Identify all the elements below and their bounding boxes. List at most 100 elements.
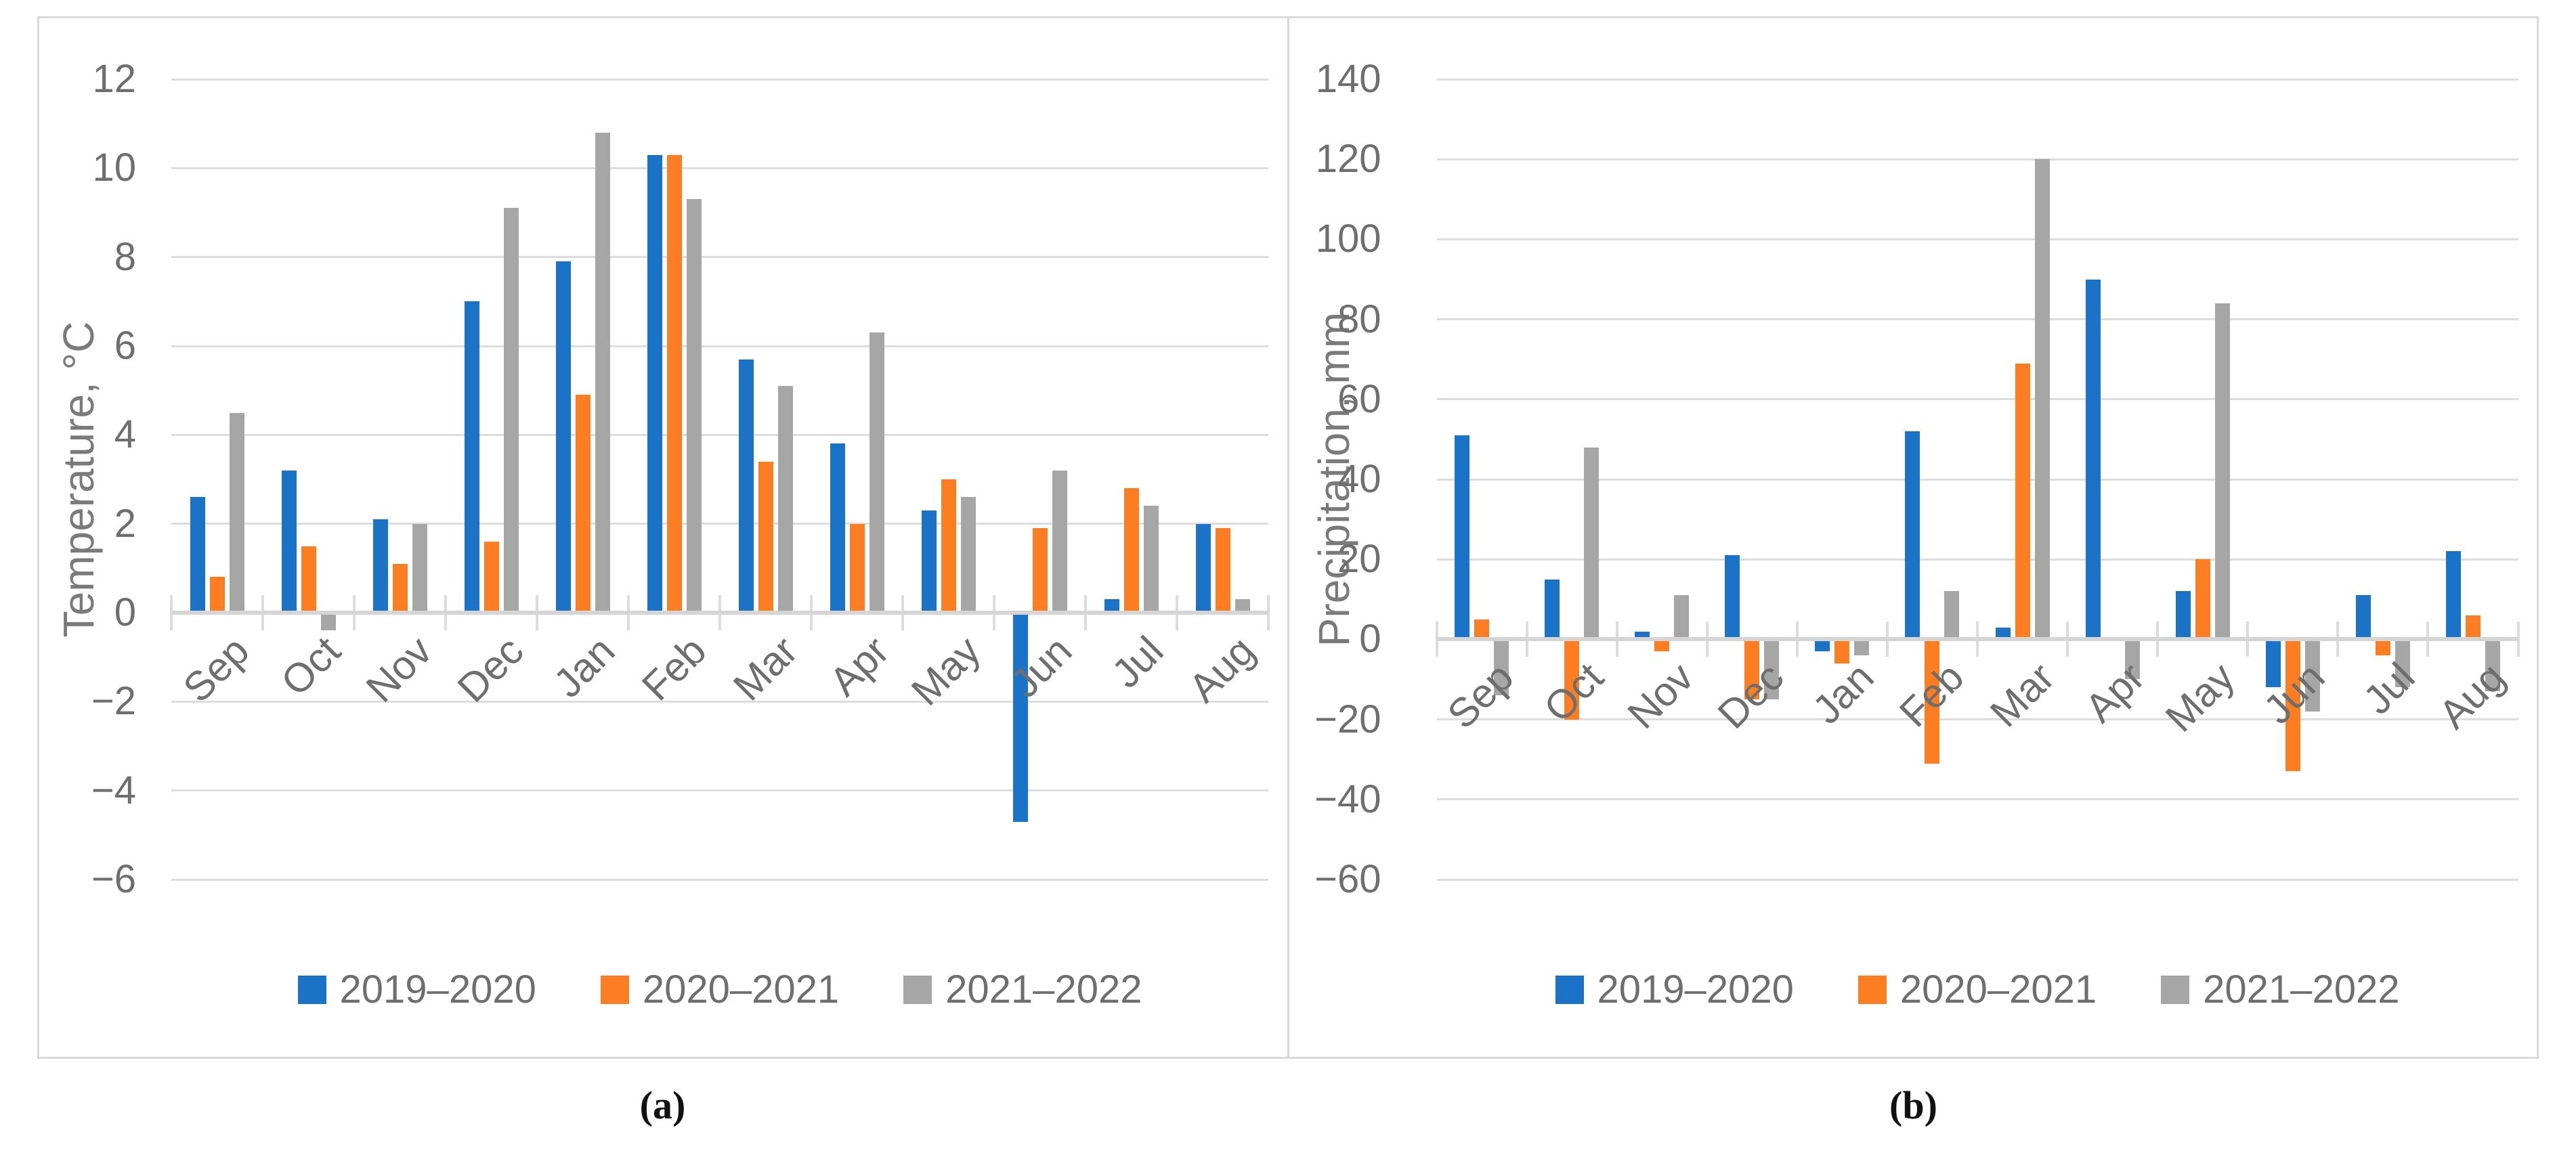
- chart-panels: Temperature, °C 12 10 8 6 4 2 0 −2 −4 −6 Sep Oct Nov D…: [37, 16, 2539, 1059]
- bar-2019–2020-Nov: [1635, 631, 1650, 640]
- bar-2021–2022-Feb: [1944, 591, 1960, 640]
- caption-a: (a): [639, 1083, 686, 1127]
- x-axis-line: [171, 611, 1268, 615]
- gridline: [1436, 478, 2518, 481]
- gridline: [171, 433, 1268, 436]
- bar-2019–2020-Sep: [1455, 435, 1470, 640]
- bar-2020–2021-Mar: [2015, 363, 2030, 640]
- bar-2021–2022-Oct: [1584, 447, 1600, 640]
- gridline: [171, 789, 1268, 792]
- gridline: [171, 878, 1268, 881]
- legend-label: 2019–2020: [339, 967, 536, 1011]
- bar-2019–2020-Dec: [1725, 555, 1740, 640]
- axis-tick: [1267, 595, 1270, 630]
- legend: 2019–2020 2020–2021 2021–2022: [1437, 959, 2518, 1020]
- y-tick-label: 8: [114, 234, 136, 279]
- bar-2019–2020-Mar: [1995, 627, 2011, 640]
- bar-2020–2021-Dec: [484, 541, 499, 613]
- bar-2019–2020-Mar: [738, 359, 754, 613]
- legend-label: 2019–2020: [1597, 967, 1794, 1011]
- y-tick-label: 40: [1337, 457, 1381, 501]
- gridline: [1436, 318, 2518, 321]
- bar-2019–2020-Jul: [1104, 599, 1119, 613]
- y-tick-label: 0: [1359, 617, 1381, 661]
- bar-2020–2021-Jun: [2285, 639, 2300, 772]
- caption-row: (a) (b): [37, 1075, 2539, 1136]
- gridline: [171, 256, 1268, 259]
- bar-2019–2020-May: [921, 510, 937, 613]
- bar-2020–2021-Jul: [1123, 488, 1139, 613]
- legend-label: 2020–2021: [1899, 967, 2097, 1011]
- bar-2021–2022-Nov: [412, 523, 427, 613]
- y-tick-label: −6: [91, 857, 136, 901]
- y-tick-label: −4: [91, 768, 136, 812]
- temperature-chart-panel: Temperature, °C 12 10 8 6 4 2 0 −2 −4 −6 Sep Oct Nov D…: [39, 18, 1287, 1057]
- y-tick-label: −40: [1314, 777, 1381, 821]
- y-tick-label: 2: [114, 501, 136, 546]
- bar-2020–2021-Nov: [392, 563, 408, 613]
- y-tick-label: 4: [114, 412, 136, 457]
- y-tick-label: 10: [92, 146, 136, 190]
- bar-2019–2020-Apr: [830, 443, 845, 613]
- bar-2021–2022-Dec: [503, 208, 519, 613]
- gridline: [1436, 78, 2518, 81]
- bar-2020–2021-Oct: [301, 546, 316, 613]
- bar-2019–2020-Aug: [1195, 523, 1211, 613]
- gridline: [171, 523, 1268, 525]
- bar-2020–2021-Nov: [1654, 639, 1670, 652]
- x-axis-line: [1436, 637, 2518, 642]
- bar-2021–2022-Nov: [1674, 595, 1690, 640]
- gridline: [1436, 238, 2518, 240]
- bar-2021–2022-Mar: [2034, 159, 2050, 640]
- bar-2020–2021-Sep: [1474, 619, 1490, 640]
- legend-swatch-icon: [600, 976, 629, 1004]
- legend-item-2021–2022: 2021–2022: [2161, 966, 2399, 1014]
- bar-2020–2021-Dec: [1744, 639, 1760, 700]
- bar-2020–2021-May: [2195, 559, 2210, 640]
- bar-2019–2020-Jul: [2355, 595, 2371, 640]
- bar-2020–2021-Jul: [2375, 639, 2390, 656]
- bar-2020–2021-Jun: [1032, 528, 1048, 613]
- bar-2020–2021-Jan: [1834, 639, 1850, 663]
- legend-swatch-icon: [2161, 976, 2190, 1004]
- legend-item-2019–2020: 2019–2020: [1555, 966, 1794, 1014]
- gridline: [171, 700, 1268, 703]
- bar-2019–2020-Aug: [2445, 551, 2461, 640]
- bar-2019–2020-Jun: [1012, 613, 1028, 822]
- legend-label: 2021–2022: [945, 967, 1142, 1011]
- legend-item-2019–2020: 2019–2020: [297, 966, 536, 1014]
- bar-2021–2022-Sep: [1494, 639, 1509, 696]
- bar-2020–2021-Jan: [575, 395, 591, 613]
- y-tick-label: 100: [1315, 217, 1381, 261]
- bar-2021–2022-Jul: [1143, 506, 1159, 613]
- bar-2019–2020-Oct: [281, 470, 297, 613]
- legend-label: 2021–2022: [2203, 967, 2400, 1011]
- bar-2019–2020-Oct: [1545, 579, 1560, 640]
- bar-2021–2022-Feb: [686, 199, 702, 613]
- legend-item-2020–2021: 2020–2021: [1858, 966, 2097, 1014]
- bar-2021–2022-May: [960, 497, 976, 613]
- bar-2019–2020-Jan: [555, 261, 571, 613]
- y-tick-label: −20: [1314, 697, 1381, 741]
- bar-2021–2022-Mar: [777, 386, 793, 613]
- legend-swatch-icon: [297, 976, 326, 1004]
- bar-2019–2020-Apr: [2085, 279, 2101, 640]
- bar-2021–2022-Dec: [1764, 639, 1780, 700]
- axis-tick: [2516, 622, 2520, 657]
- bar-2020–2021-Sep: [209, 577, 225, 613]
- bar-2019–2020-Sep: [190, 497, 205, 613]
- gridline: [171, 78, 1268, 81]
- gridline: [1436, 158, 2518, 160]
- bar-2021–2022-Jul: [2395, 639, 2410, 688]
- gridline: [1436, 798, 2518, 801]
- y-tick-label: 20: [1337, 537, 1381, 582]
- bar-2020–2021-Aug: [2465, 615, 2481, 640]
- y-tick-label: 6: [114, 324, 136, 368]
- gridline: [171, 167, 1268, 169]
- bar-2021–2022-Apr: [2124, 639, 2140, 680]
- bar-2021–2022-Sep: [229, 412, 244, 613]
- gridline: [171, 345, 1268, 347]
- bar-2020–2021-Feb: [1925, 639, 1940, 764]
- bar-2021–2022-Jan: [1854, 639, 1870, 656]
